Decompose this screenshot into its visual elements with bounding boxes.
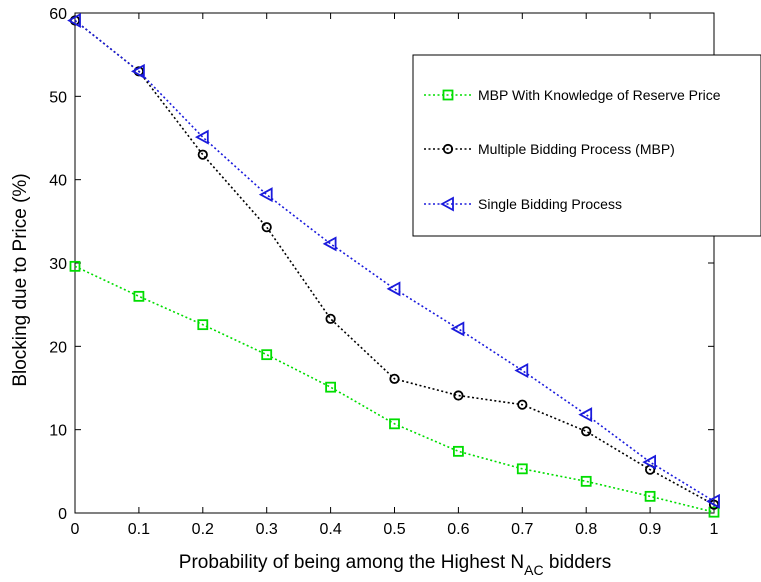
data-point [322,236,337,252]
data-point [69,260,81,272]
x-tick-label: 0 [71,521,80,538]
data-point [133,290,145,302]
data-point [644,490,656,502]
series-1 [69,260,720,518]
x-tick-label: 0.7 [511,521,533,538]
data-point [261,222,272,233]
data-point [67,12,81,29]
series-group [67,12,720,518]
x-tick-label: 0.8 [575,521,597,538]
data-point [452,445,464,457]
data-point [581,426,592,437]
x-tick-label: 0.4 [319,521,341,538]
data-point [514,362,529,379]
x-axis-label-main: Probability of being among the Highest N [179,552,524,573]
legend-entry-2: Multiple Bidding Process (MBP) [424,141,675,157]
y-tick-label: 30 [49,256,67,273]
y-tick-label: 60 [49,6,67,23]
data-point [578,407,593,423]
x-axis-label-suffix: bidders [544,552,612,573]
x-tick-label: 0.3 [256,521,278,538]
x-tick-label: 0.9 [639,521,661,538]
legend-marker [440,196,454,212]
data-point [197,319,209,331]
x-tick-label: 1 [710,521,719,538]
legend-label: MBP With Knowledge of Reserve Price [478,87,721,103]
data-point [706,493,720,509]
legend-entry-1: MBP With Knowledge of Reserve Price [424,87,721,103]
data-point [194,129,209,145]
x-tick-label: 0.2 [192,521,214,538]
y-tick-label: 20 [49,339,67,356]
data-point [258,187,273,203]
data-point [708,506,720,518]
y-tick-label: 50 [49,89,67,106]
data-point [516,463,528,475]
data-point [325,313,336,324]
x-axis-label-subscript: AC [524,562,543,578]
series-line [74,265,715,513]
legend-box [412,54,761,237]
legend: MBP With Knowledge of Reserve Price Multi… [412,54,761,237]
data-point [517,399,528,410]
series-3 [67,12,720,509]
y-tick-label: 40 [49,173,67,190]
data-point [580,475,592,487]
legend-marker [442,143,454,155]
data-point [389,373,400,384]
data-point [197,149,208,160]
y-tick-label: 0 [58,506,67,523]
data-point [131,63,145,79]
legend-label: Multiple Bidding Process (MBP) [478,141,675,157]
x-tick-label: 0.1 [128,521,150,538]
data-point [642,454,656,470]
data-point [450,321,465,337]
data-point [261,349,273,361]
x-tick-label: 0.6 [447,521,469,538]
legend-label: Single Bidding Process [478,196,622,212]
x-tick-label: 0.5 [383,521,405,538]
data-point [325,381,337,393]
series-line [74,19,715,506]
y-tick-label: 10 [49,423,67,440]
y-axis-label: Blocking due to Price (%) [10,173,31,386]
data-point [453,390,464,401]
legend-marker [442,89,454,101]
data-point [386,281,401,297]
legend-entry-3: Single Bidding Process [424,196,622,212]
data-point [389,418,400,430]
axis-ticks: 0 0.1 0.2 0.3 0.4 0.5 0.6 0.7 0.8 0.9 101020304050… [49,6,718,538]
x-axis-label: Probability of being among the Highest N… [179,552,611,578]
